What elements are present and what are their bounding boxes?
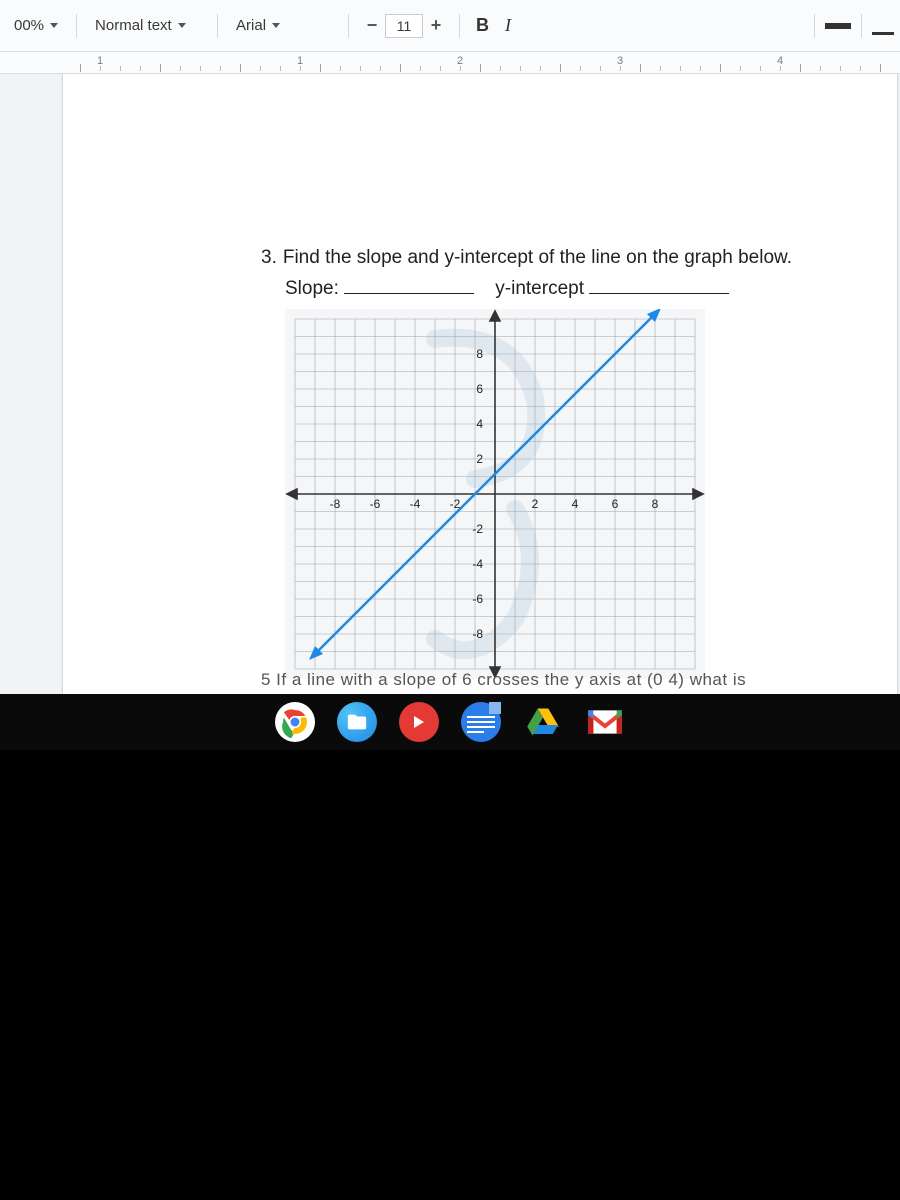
zoom-value: 00% <box>14 17 44 34</box>
style-label: Normal text <box>95 17 172 34</box>
yintercept-blank <box>589 273 729 294</box>
horizontal-ruler[interactable]: 1 1 2 3 4 <box>0 52 900 74</box>
font-size-input[interactable]: 11 <box>385 14 423 38</box>
document-surface: 3. Find the slope and y-intercept of the… <box>0 74 900 694</box>
font-label: Arial <box>236 17 266 34</box>
screen: 00% Normal text Arial − 11 + B I <box>0 0 900 1200</box>
svg-text:-4: -4 <box>410 497 421 511</box>
svg-text:6: 6 <box>612 497 619 511</box>
highlight-icon[interactable] <box>825 23 851 29</box>
svg-text:8: 8 <box>476 347 483 361</box>
separator <box>814 14 815 38</box>
svg-text:-6: -6 <box>370 497 381 511</box>
italic-button[interactable]: I <box>499 15 517 36</box>
svg-text:-6: -6 <box>472 592 483 606</box>
svg-text:-8: -8 <box>472 627 483 641</box>
yintercept-label: y-intercept <box>495 278 584 299</box>
svg-text:4: 4 <box>572 497 579 511</box>
svg-text:2: 2 <box>532 497 539 511</box>
docs-toolbar: 00% Normal text Arial − 11 + B I <box>0 0 900 52</box>
google-drive-icon[interactable] <box>523 702 563 742</box>
graph-container: -8 -6 -4 -2 2 4 6 8 8 6 4 2 -2 -4 -6 -8 <box>285 309 705 679</box>
svg-text:-8: -8 <box>330 497 341 511</box>
slope-blank <box>344 273 474 294</box>
separator <box>76 14 77 38</box>
svg-text:8: 8 <box>652 497 659 511</box>
document-page[interactable]: 3. Find the slope and y-intercept of the… <box>62 74 898 694</box>
underline-icon[interactable] <box>872 17 894 35</box>
paragraph-style-dropdown[interactable]: Normal text <box>87 13 207 38</box>
svg-text:6: 6 <box>476 382 483 396</box>
font-family-dropdown[interactable]: Arial <box>228 13 338 38</box>
google-docs-icon[interactable] <box>461 702 501 742</box>
gmail-icon[interactable] <box>585 702 625 742</box>
separator <box>217 14 218 38</box>
chevron-down-icon <box>272 23 280 28</box>
next-question-partial: 5 If a line with a slope of 6 crosses th… <box>261 670 891 690</box>
svg-text:4: 4 <box>476 417 483 431</box>
separator <box>348 14 349 38</box>
separator <box>459 14 460 38</box>
svg-text:-2: -2 <box>472 522 483 536</box>
separator <box>861 14 862 38</box>
chevron-down-icon <box>50 23 58 28</box>
svg-text:-2: -2 <box>450 497 461 511</box>
slope-label: Slope: <box>285 278 339 299</box>
svg-text:-4: -4 <box>472 557 483 571</box>
chromeos-shelf <box>0 694 900 750</box>
question-number: 3. <box>261 245 277 271</box>
chrome-icon[interactable] <box>275 702 315 742</box>
question-prompt: Find the slope and y-intercept of the li… <box>283 245 792 271</box>
ruler-inner: 1 1 2 3 4 <box>80 52 900 73</box>
font-size-increase[interactable]: + <box>427 14 445 38</box>
chevron-down-icon <box>178 23 186 28</box>
youtube-icon[interactable] <box>399 702 439 742</box>
question-block: 3. Find the slope and y-intercept of the… <box>261 245 891 679</box>
coordinate-graph: -8 -6 -4 -2 2 4 6 8 8 6 4 2 -2 -4 -6 -8 <box>285 309 705 679</box>
font-size-decrease[interactable]: − <box>363 14 381 38</box>
zoom-dropdown[interactable]: 00% <box>6 13 66 38</box>
font-size-group: − 11 + <box>359 14 449 38</box>
bold-button[interactable]: B <box>470 15 495 36</box>
play-triangle-icon <box>414 716 424 728</box>
svg-text:2: 2 <box>476 452 483 466</box>
files-icon[interactable] <box>337 702 377 742</box>
